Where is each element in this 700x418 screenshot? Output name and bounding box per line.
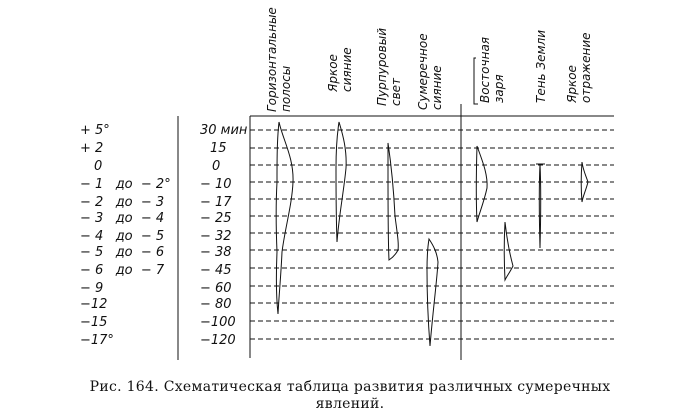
grid <box>249 104 614 360</box>
depression-label: − 5 до − 6 <box>80 245 164 260</box>
profile-eastern-dawn-late <box>503 221 514 282</box>
profile-horizontal-bands <box>275 121 294 315</box>
time-label: 15 <box>210 141 227 156</box>
depression-label: − 6 до − 7 <box>80 263 165 278</box>
time-label: 0 <box>212 159 220 174</box>
header-bright-reflection-l1: Яркое <box>565 65 579 104</box>
time-label: − 10 <box>200 177 232 192</box>
header-purple-light-l1: Пурпуровый <box>375 28 389 106</box>
header-horizontal-bands-l2: полосы <box>279 66 293 112</box>
depression-label: + 5° <box>80 123 110 138</box>
eastern-dawn-bracket <box>473 57 478 105</box>
header-eastern-dawn-l1: Восточная <box>478 37 492 103</box>
figure-caption-line1: Рис. 164. Схематическая таблица развития… <box>89 379 611 395</box>
header-bright-glow-l1: Яркое <box>326 54 340 93</box>
depression-label: −15 <box>80 315 107 330</box>
depression-label: −12 <box>80 297 107 312</box>
time-label: − 38 <box>200 245 232 260</box>
depression-labels: + 5° + 2 0 − 1 до − 2° − 2 до − 3 − 3 до… <box>80 123 171 348</box>
time-label: − 32 <box>200 229 232 244</box>
depression-label: −17° <box>80 333 114 348</box>
figure-caption-line2: явлений. <box>315 396 385 412</box>
profile-bright-glow <box>335 121 347 243</box>
depression-label: + 2 <box>80 141 103 156</box>
header-bright-glow-l2: сияние <box>340 47 354 92</box>
header-purple-light-l2: свет <box>389 77 403 106</box>
header-bright-reflection-l2: отражение <box>579 32 593 103</box>
profile-eastern-dawn <box>475 145 488 223</box>
time-label: − 60 <box>200 281 232 296</box>
header-eastern-dawn-l2: заря <box>492 74 506 103</box>
profile-purple-light <box>387 142 399 261</box>
header-twilight-glow-l2: сияние <box>430 65 444 110</box>
header-twilight-glow-l1: Сумеречное <box>416 33 430 110</box>
time-label: 30 мин <box>200 123 248 138</box>
depression-label: − 4 до − 5 <box>80 229 164 244</box>
time-label: −100 <box>200 315 236 330</box>
time-labels: 30 мин 15 0 − 10 − 17 − 25 − 32 − 38 − 4… <box>200 123 248 348</box>
time-label: −120 <box>200 333 236 348</box>
time-label: − 45 <box>200 263 232 278</box>
depression-label: − 1 до − 2° <box>80 177 171 192</box>
header-earth-shadow: Тень Земли <box>534 30 548 103</box>
depression-label: − 3 до − 4 <box>80 211 164 226</box>
depression-label: − 9 <box>80 281 103 296</box>
profile-twilight-glow <box>426 237 439 347</box>
profile-earth-shadow <box>536 163 545 249</box>
depression-label: 0 <box>94 159 102 174</box>
depression-label: − 2 до − 3 <box>80 195 164 210</box>
time-label: − 25 <box>200 211 232 226</box>
profile-bright-reflection <box>580 161 589 203</box>
profiles <box>275 121 589 347</box>
header-horizontal-bands-l1: Горизонтальные <box>265 7 279 112</box>
time-label: − 17 <box>200 195 232 210</box>
column-headers: Горизонтальные полосы Яркое сияние Пурпу… <box>265 7 593 112</box>
time-label: − 80 <box>200 297 232 312</box>
